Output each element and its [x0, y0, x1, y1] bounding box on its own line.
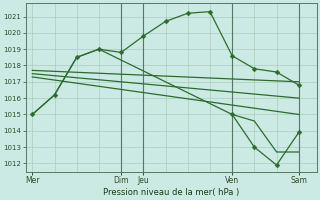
X-axis label: Pression niveau de la mer( hPa ): Pression niveau de la mer( hPa ): [103, 188, 239, 197]
